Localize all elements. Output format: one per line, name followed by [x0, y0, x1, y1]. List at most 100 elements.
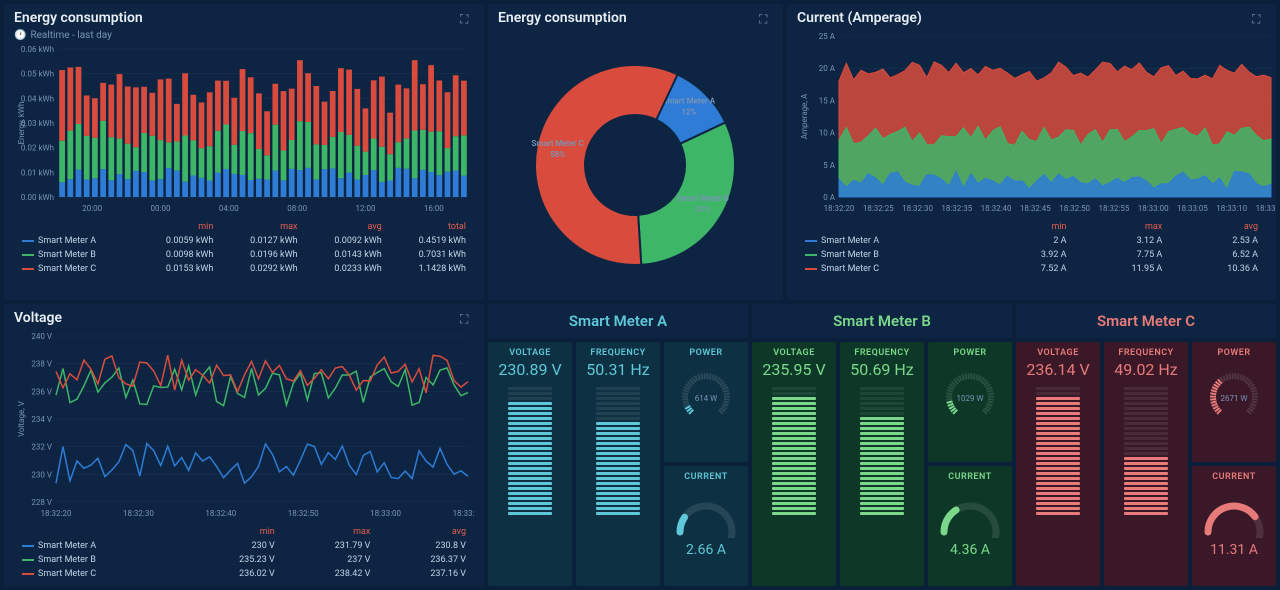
- svg-text:18:32:20: 18:32:20: [41, 509, 72, 518]
- svg-text:240 V: 240 V: [31, 332, 52, 341]
- svg-text:18:33:00: 18:33:00: [370, 509, 401, 518]
- svg-text:31%: 31%: [695, 205, 710, 214]
- energy-bar-legend: minmaxavgtotal Smart Meter A0.0059 kWh0.…: [14, 219, 474, 277]
- expand-icon[interactable]: [759, 12, 773, 26]
- svg-text:614 W: 614 W: [695, 394, 718, 403]
- meter-gauge-tile: POWER1029 W: [928, 342, 1012, 462]
- meter-title: Smart Meter B: [752, 304, 1012, 338]
- energy-consumption-bar-panel: Energy consumption Realtime - last day 0…: [4, 4, 484, 300]
- svg-text:18:32:55: 18:32:55: [1098, 204, 1129, 213]
- table-row: Smart Meter A0.0059 kWh0.0127 kWh0.0092 …: [16, 235, 472, 247]
- svg-text:18:32:40: 18:32:40: [205, 509, 236, 518]
- svg-text:18:33:15: 18:33:15: [1256, 204, 1276, 213]
- svg-text:0 A: 0 A: [823, 193, 835, 202]
- table-row: Smart Meter A2 A3.12 A2.53 A: [799, 235, 1264, 247]
- expand-icon[interactable]: [460, 312, 474, 326]
- panel-title: Voltage: [14, 310, 474, 326]
- svg-text:08:00: 08:00: [287, 204, 307, 213]
- expand-icon[interactable]: [1252, 12, 1266, 26]
- svg-text:04:00: 04:00: [219, 204, 239, 213]
- svg-text:16:00: 16:00: [424, 204, 444, 213]
- meter-gauge-tile: CURRENT4.36 A: [928, 466, 1012, 586]
- meter-gauge-tile: POWER614 W: [664, 342, 748, 462]
- svg-text:5 A: 5 A: [823, 161, 835, 170]
- svg-text:18:32:50: 18:32:50: [1059, 204, 1090, 213]
- svg-text:0.05 kWh: 0.05 kWh: [21, 70, 54, 79]
- svg-text:20:00: 20:00: [82, 204, 102, 213]
- table-row: Smart Meter C0.0153 kWh0.0292 kWh0.0233 …: [16, 263, 472, 275]
- meter-gauge-tile: POWER2671 W: [1192, 342, 1276, 462]
- svg-text:18:32:40: 18:32:40: [981, 204, 1012, 213]
- panel-title: Energy consumption: [498, 10, 773, 26]
- meter-title: Smart Meter A: [488, 304, 748, 338]
- table-row: Smart Meter B235.23 V237 V236.37 V: [16, 554, 472, 566]
- clock-icon: [14, 30, 26, 41]
- svg-text:10 A: 10 A: [819, 129, 836, 138]
- svg-text:Smart Meter B: Smart Meter B: [677, 194, 729, 203]
- meter-gauge-tile: CURRENT11.31 A: [1192, 466, 1276, 586]
- subtitle-text: Realtime - last day: [30, 30, 111, 41]
- svg-text:18:32:35: 18:32:35: [941, 204, 972, 213]
- meter-card-c: Smart Meter C VOLTAGE236.14 VFREQUENCY49.…: [1016, 304, 1276, 586]
- meter-tile: FREQUENCY50.69 Hz: [840, 342, 924, 586]
- svg-text:234 V: 234 V: [31, 415, 52, 424]
- svg-text:0.06 kWh: 0.06 kWh: [21, 45, 54, 54]
- svg-text:12:00: 12:00: [356, 204, 376, 213]
- meter-tile: FREQUENCY50.31 Hz: [576, 342, 660, 586]
- svg-text:18:32:30: 18:32:30: [902, 204, 933, 213]
- svg-text:18:33:00: 18:33:00: [1138, 204, 1169, 213]
- current-amperage-panel: Current (Amperage) 0 A 5 A 10 A 15 A 20 A 25 …: [787, 4, 1276, 300]
- svg-text:00:00: 00:00: [151, 204, 171, 213]
- energy-pie-chart: Smart Meter A 12% Smart Meter B 31% Smart Me…: [498, 30, 773, 285]
- svg-text:15 A: 15 A: [819, 96, 836, 105]
- svg-text:18:32:25: 18:32:25: [863, 204, 894, 213]
- voltage-panel: Voltage 228 V230 V232 V234 V236 V238 V24…: [4, 304, 484, 586]
- meter-tile: VOLTAGE235.95 V: [752, 342, 836, 586]
- svg-text:Smart Meter A: Smart Meter A: [663, 97, 716, 106]
- meter-tile: VOLTAGE236.14 V: [1016, 342, 1100, 586]
- svg-text:18:32:45: 18:32:45: [1020, 204, 1051, 213]
- table-row: Smart Meter B3.92 A7.75 A6.52 A: [799, 249, 1264, 261]
- svg-text:Energy, kWh: Energy, kWh: [17, 102, 26, 145]
- current-area-chart: 0 A 5 A 10 A 15 A 20 A 25 A Amperage, A 18:32:2…: [797, 30, 1276, 215]
- svg-text:238 V: 238 V: [31, 360, 52, 369]
- svg-text:18:33:05: 18:33:05: [1177, 204, 1208, 213]
- meter-title: Smart Meter C: [1016, 304, 1276, 338]
- svg-text:18:33:10: 18:33:10: [1216, 204, 1247, 213]
- svg-text:18:33:10: 18:33:10: [453, 509, 474, 518]
- svg-text:0.01 kWh: 0.01 kWh: [21, 168, 54, 177]
- voltage-legend: minmaxavg Smart Meter A230 V231.79 V230.…: [14, 524, 474, 582]
- svg-text:236 V: 236 V: [31, 387, 52, 396]
- svg-text:Smart Meter C: Smart Meter C: [532, 139, 584, 148]
- svg-text:232 V: 232 V: [31, 443, 52, 452]
- energy-bar-chart: 0.00 kWh0.01 kWh0.02 kWh0.03 kWh0.04 kWh…: [14, 45, 474, 215]
- energy-consumption-pie-panel: Energy consumption Smart Meter A12%Smart…: [488, 4, 783, 300]
- svg-text:58%: 58%: [550, 150, 565, 159]
- table-row: Smart Meter C236.02 V238.42 V237.16 V: [16, 568, 472, 580]
- voltage-line-chart: 228 V230 V232 V234 V236 V238 V240 VVolta…: [14, 330, 474, 520]
- svg-text:230 V: 230 V: [31, 470, 52, 479]
- panel-subtitle: Realtime - last day: [14, 30, 474, 41]
- panel-title: Current (Amperage): [797, 10, 1266, 26]
- svg-text:Voltage, V: Voltage, V: [17, 401, 26, 437]
- meter-card-b: Smart Meter B VOLTAGE235.95 VFREQUENCY50.…: [752, 304, 1012, 586]
- svg-text:20 A: 20 A: [819, 64, 836, 73]
- svg-text:12%: 12%: [681, 108, 696, 117]
- meter-card-a: Smart Meter A VOLTAGE230.89 VFREQUENCY50.…: [488, 304, 748, 586]
- svg-text:18:32:50: 18:32:50: [288, 509, 319, 518]
- meter-tile: VOLTAGE230.89 V: [488, 342, 572, 586]
- table-row: Smart Meter A230 V231.79 V230.8 V: [16, 540, 472, 552]
- current-legend: minmaxavg Smart Meter A2 A3.12 A2.53 ASm…: [797, 219, 1266, 277]
- svg-text:18:32:20: 18:32:20: [824, 204, 855, 213]
- meter-gauge-tile: CURRENT2.66 A: [664, 466, 748, 586]
- expand-icon[interactable]: [460, 12, 474, 26]
- svg-text:2671 W: 2671 W: [1220, 394, 1247, 403]
- svg-text:18:32:30: 18:32:30: [123, 509, 154, 518]
- svg-text:Amperage, A: Amperage, A: [800, 93, 809, 139]
- svg-text:25 A: 25 A: [819, 32, 836, 41]
- table-row: Smart Meter B0.0098 kWh0.0196 kWh0.0143 …: [16, 249, 472, 261]
- meter-tile: FREQUENCY49.02 Hz: [1104, 342, 1188, 586]
- meter-cards-row: Smart Meter AVOLTAGE230.89 VFREQUENCY50.…: [488, 304, 1276, 586]
- svg-text:0.00 kWh: 0.00 kWh: [21, 193, 54, 202]
- panel-title: Energy consumption: [14, 10, 474, 26]
